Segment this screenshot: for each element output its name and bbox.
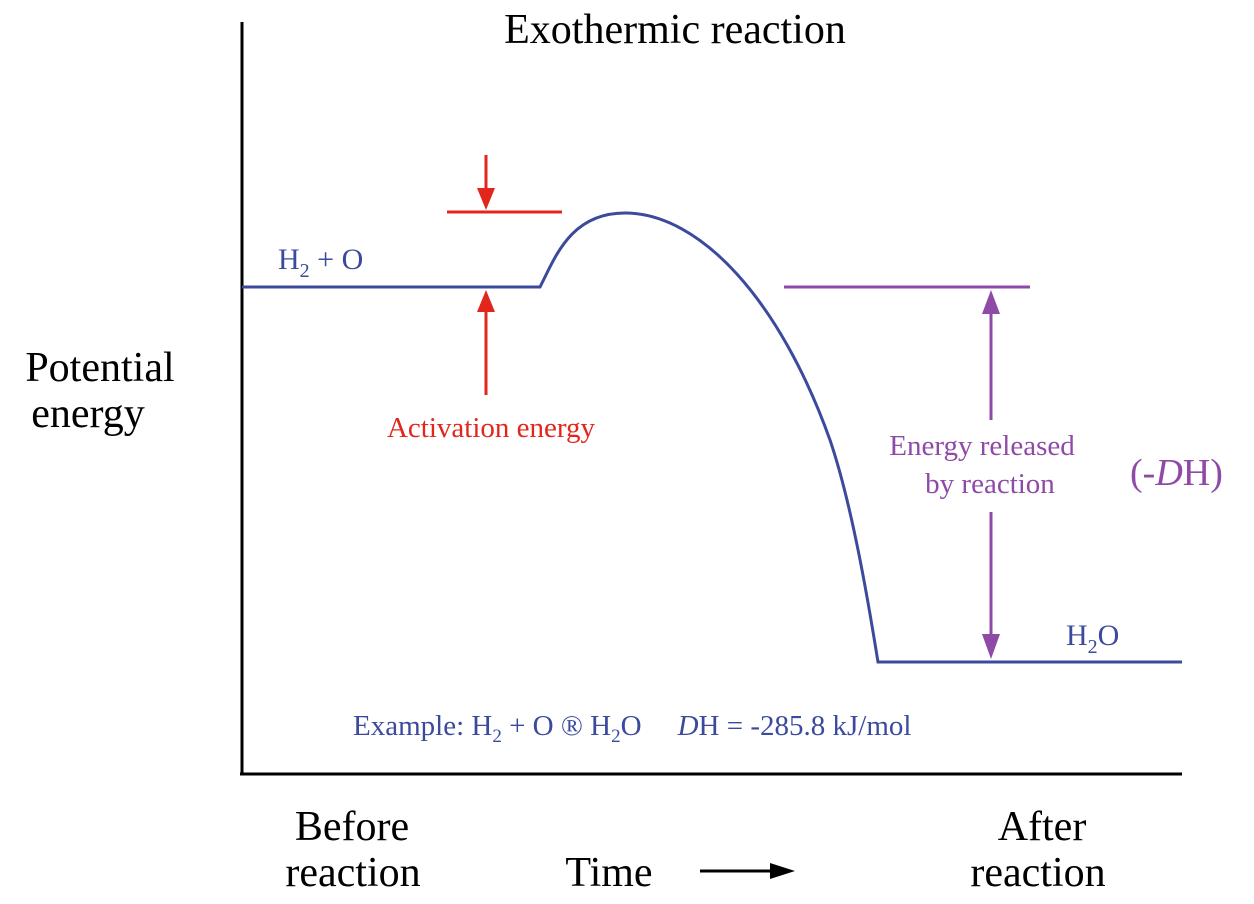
y-axis-label-line1: Potential: [25, 345, 174, 391]
x-label-time: Time: [565, 850, 652, 896]
energy-released-label-line1: Energy released: [889, 430, 1075, 462]
chart-title: Exothermic reaction: [504, 7, 846, 53]
activation-energy-label: Activation energy: [387, 412, 596, 444]
activation-energy-marker: [447, 155, 562, 395]
x-label-after-line2: reaction: [970, 850, 1105, 896]
energy-released-marker: [784, 285, 1030, 659]
reactants-label: H2 + O: [278, 243, 363, 282]
x-label-after-line1: After: [998, 804, 1087, 850]
delta-h-symbol: (-DH): [1130, 452, 1223, 494]
energy-curve: [242, 211, 1182, 664]
time-arrow-icon: [700, 863, 795, 879]
energy-released-label-line2: by reaction: [925, 468, 1055, 500]
product-label: H2O: [1066, 619, 1119, 658]
x-label-before-line1: Before: [295, 804, 409, 850]
y-axis-label-line2: energy: [31, 391, 145, 437]
x-label-before-line2: reaction: [285, 850, 420, 896]
example-equation: Example: H2 + O ® H2O DH = -285.8 kJ/mol: [353, 710, 911, 747]
